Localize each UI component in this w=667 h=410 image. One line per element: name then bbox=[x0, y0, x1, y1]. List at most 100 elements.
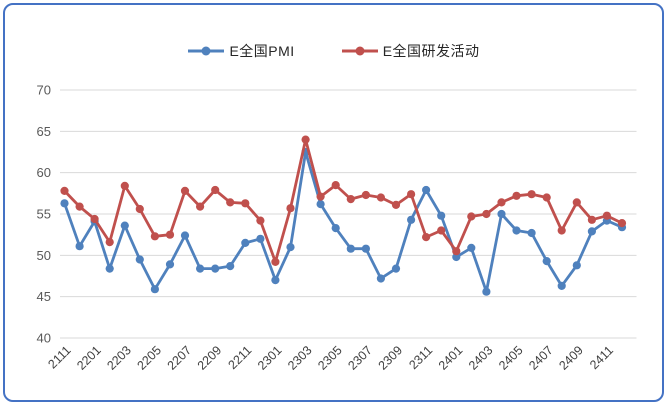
data-point-marker bbox=[467, 243, 476, 252]
data-point-marker bbox=[165, 260, 175, 269]
data-point-marker bbox=[211, 264, 220, 273]
data-point-marker bbox=[256, 216, 265, 225]
data-point-marker bbox=[271, 276, 280, 285]
data-point-marker bbox=[437, 211, 446, 220]
x-tick-label: 2409 bbox=[556, 343, 586, 373]
y-tick-label: 60 bbox=[37, 165, 51, 180]
series-rnd bbox=[60, 135, 627, 266]
data-point-marker bbox=[587, 215, 597, 224]
data-point-marker bbox=[482, 287, 491, 296]
data-point-marker bbox=[105, 238, 114, 247]
y-tick-label: 40 bbox=[37, 331, 51, 346]
data-point-marker bbox=[211, 185, 220, 195]
data-point-marker bbox=[512, 191, 521, 200]
legend-item-rnd: E全国研发活动 bbox=[341, 41, 480, 61]
x-tick-label: 2309 bbox=[376, 343, 406, 373]
data-point-marker bbox=[602, 211, 612, 220]
data-point-marker bbox=[165, 230, 175, 239]
data-point-marker bbox=[180, 186, 190, 195]
data-point-marker bbox=[135, 255, 144, 264]
data-point-marker bbox=[407, 190, 416, 199]
y-tick-label: 65 bbox=[37, 124, 51, 139]
data-point-marker bbox=[482, 209, 491, 219]
x-tick-label: 2111 bbox=[45, 343, 73, 371]
data-point-marker bbox=[527, 228, 536, 238]
data-point-marker bbox=[572, 261, 581, 270]
data-point-marker bbox=[391, 264, 401, 273]
x-axis-labels: 2111 2201 2203 2205 2207 2209 2211 2301 2303 2305… bbox=[45, 343, 616, 373]
data-point-marker bbox=[542, 257, 551, 266]
data-point-marker bbox=[150, 285, 159, 294]
data-point-marker bbox=[391, 200, 401, 209]
legend-label-pmi: E全国PMI bbox=[229, 43, 295, 59]
data-point-marker bbox=[196, 264, 205, 273]
data-point-marker bbox=[286, 243, 295, 252]
chart-legend: E全国PMI E全国研发活动 bbox=[5, 41, 662, 61]
y-tick-label: 55 bbox=[37, 207, 51, 222]
data-point-marker bbox=[527, 190, 536, 199]
x-tick-label: 2401 bbox=[436, 343, 466, 373]
data-point-marker bbox=[120, 221, 129, 230]
x-tick-label: 2205 bbox=[134, 343, 164, 373]
legend-label-rnd: E全国研发活动 bbox=[382, 43, 480, 59]
data-point-marker bbox=[90, 214, 99, 224]
data-point-marker bbox=[572, 198, 581, 207]
y-tick-label: 50 bbox=[37, 248, 51, 263]
data-point-marker bbox=[331, 181, 340, 190]
x-tick-label: 2303 bbox=[285, 343, 315, 373]
data-point-marker bbox=[301, 135, 310, 144]
data-point-marker bbox=[542, 193, 551, 202]
data-point-marker bbox=[226, 262, 235, 271]
data-point-marker bbox=[467, 212, 476, 221]
x-tick-label: 2311 bbox=[406, 343, 435, 372]
data-point-marker bbox=[316, 192, 325, 201]
data-point-marker bbox=[437, 226, 446, 235]
data-point-marker bbox=[557, 226, 566, 235]
data-point-marker bbox=[497, 209, 506, 219]
data-point-marker bbox=[512, 226, 521, 235]
x-tick-label: 2305 bbox=[315, 343, 345, 373]
data-point-marker bbox=[75, 202, 84, 211]
y-axis-labels: 40 45 50 55 60 65 70 bbox=[37, 83, 51, 346]
series-pmi bbox=[60, 147, 627, 296]
x-tick-label: 2211 bbox=[226, 343, 255, 372]
data-point-marker bbox=[60, 186, 69, 195]
data-point-marker bbox=[422, 233, 431, 242]
x-tick-label: 2209 bbox=[195, 343, 225, 373]
data-point-marker bbox=[497, 198, 506, 207]
x-tick-label: 2405 bbox=[496, 343, 526, 373]
data-point-marker bbox=[135, 204, 144, 214]
data-point-marker bbox=[617, 219, 627, 228]
data-point-marker bbox=[180, 231, 190, 240]
data-point-marker bbox=[60, 199, 69, 208]
y-tick-label: 70 bbox=[37, 83, 51, 98]
data-point-marker bbox=[331, 224, 340, 233]
x-tick-label: 2207 bbox=[165, 343, 195, 373]
data-point-marker bbox=[271, 257, 280, 266]
data-point-marker bbox=[361, 190, 370, 200]
data-point-marker bbox=[316, 200, 325, 209]
data-point-marker bbox=[376, 193, 385, 202]
legend-item-pmi: E全国PMI bbox=[187, 41, 294, 61]
data-point-marker bbox=[75, 242, 84, 251]
chart-frame: E全国PMI E全国研发活动 40 45 50 55 60 65 70 2111 2201 22… bbox=[3, 3, 664, 402]
series-lines bbox=[60, 135, 627, 296]
legend-line-marker-pmi-icon bbox=[188, 46, 225, 56]
data-point-marker bbox=[226, 198, 235, 207]
x-tick-label: 2307 bbox=[345, 343, 375, 373]
x-tick-label: 2203 bbox=[104, 343, 134, 373]
data-point-marker bbox=[452, 252, 461, 262]
data-point-marker bbox=[196, 202, 205, 211]
data-point-marker bbox=[150, 232, 159, 241]
data-point-marker bbox=[407, 215, 416, 224]
data-point-marker bbox=[241, 199, 250, 208]
y-tick-label: 45 bbox=[37, 289, 51, 304]
data-point-marker bbox=[361, 244, 370, 253]
data-point-marker bbox=[346, 195, 355, 204]
gridlines bbox=[60, 89, 637, 339]
data-point-marker bbox=[376, 274, 385, 283]
data-point-marker bbox=[256, 234, 265, 243]
data-point-marker bbox=[286, 204, 295, 213]
data-point-marker bbox=[120, 181, 129, 190]
data-point-marker bbox=[557, 281, 566, 290]
